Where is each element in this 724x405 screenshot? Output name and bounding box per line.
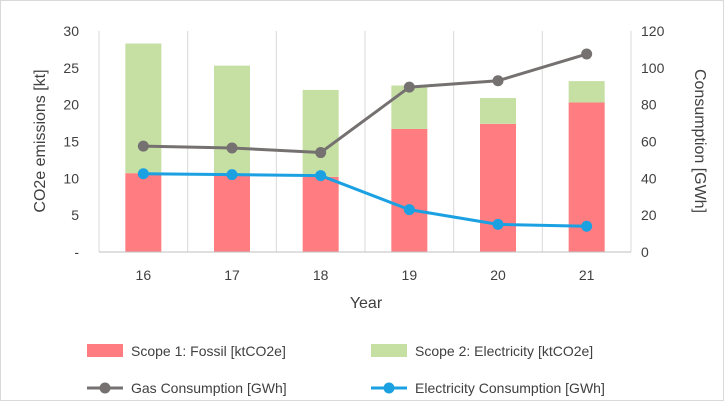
bar-scope2-electricity — [480, 98, 516, 124]
electricity-consumption-point — [403, 204, 415, 216]
gas-consumption-point — [315, 147, 327, 159]
legend-marker — [383, 382, 395, 394]
y-tick-label: 15 — [63, 134, 79, 150]
y2-tick-label: 80 — [641, 97, 657, 113]
x-tick-label: 20 — [490, 267, 506, 283]
electricity-consumption-point — [315, 170, 327, 182]
y-axis-title: CO2e emissions [kt] — [32, 69, 49, 212]
y-tick-label: - — [74, 244, 79, 260]
electricity-consumption-line — [143, 172, 587, 228]
y2-tick-label: 40 — [641, 170, 657, 186]
bar-scope1-fossil — [125, 173, 162, 252]
bar-scope2-electricity — [125, 43, 162, 174]
gas-consumption-point — [226, 142, 238, 154]
y2-axis-title: Consumption [GWh] — [691, 69, 708, 213]
x-tick-label: 17 — [224, 267, 240, 283]
legend-label: Electricity Consumption [GWh] — [415, 380, 605, 396]
x-tick-label: 21 — [579, 267, 595, 283]
legend-swatch — [87, 344, 123, 357]
x-tick-label: 18 — [313, 267, 329, 283]
y-tick-label: 10 — [63, 170, 79, 186]
gas-consumption-line — [143, 52, 588, 155]
legend-swatch — [371, 344, 407, 357]
bar-scope2-electricity — [391, 85, 428, 129]
gas-consumption-point — [492, 75, 504, 87]
y2-tick-label: 60 — [641, 134, 657, 150]
bar-scope2-electricity — [568, 81, 605, 103]
legend-label: Scope 1: Fossil [ktCO2e] — [131, 343, 286, 359]
bar-scope2-electricity — [302, 89, 339, 177]
gas-consumption-point — [581, 48, 593, 60]
y2-tick-label: 20 — [641, 207, 657, 223]
x-axis-title: Year — [350, 295, 383, 312]
electricity-consumption-point — [581, 220, 593, 232]
y2-tick-label: 100 — [641, 60, 665, 76]
bar-scope1-fossil — [302, 176, 339, 252]
y-tick-label: 20 — [63, 97, 79, 113]
y2-tick-label: 120 — [641, 23, 665, 39]
x-tick-label: 19 — [402, 267, 418, 283]
legend-label: Gas Consumption [GWh] — [131, 380, 287, 396]
bar-scope1-fossil — [214, 174, 250, 252]
bar-scope1-fossil — [391, 128, 428, 252]
lines — [137, 48, 593, 232]
gas-consumption-point — [137, 140, 149, 152]
y-tick-label: 5 — [71, 207, 79, 223]
bar-scope1-fossil — [480, 123, 516, 252]
legend: Scope 1: Fossil [ktCO2e] Scope 2: Electri… — [87, 343, 605, 396]
electricity-consumption-point — [492, 218, 504, 230]
tick-labels: - 5 10 15 20 25 30 0 20 40 60 80 100 120 16 17 18 19 20 21 — [63, 23, 664, 283]
y2-tick-label: 0 — [641, 244, 649, 260]
legend-marker — [99, 382, 111, 394]
y-tick-label: 30 — [63, 23, 79, 39]
electricity-consumption-point — [137, 168, 149, 180]
electricity-consumption-point — [226, 169, 238, 181]
x-tick-label: 16 — [136, 267, 152, 283]
bar-scope2-electricity — [214, 65, 250, 175]
legend-label: Scope 2: Electricity [ktCO2e] — [415, 343, 593, 359]
gas-consumption-point — [403, 81, 415, 93]
y-tick-label: 25 — [63, 60, 79, 76]
